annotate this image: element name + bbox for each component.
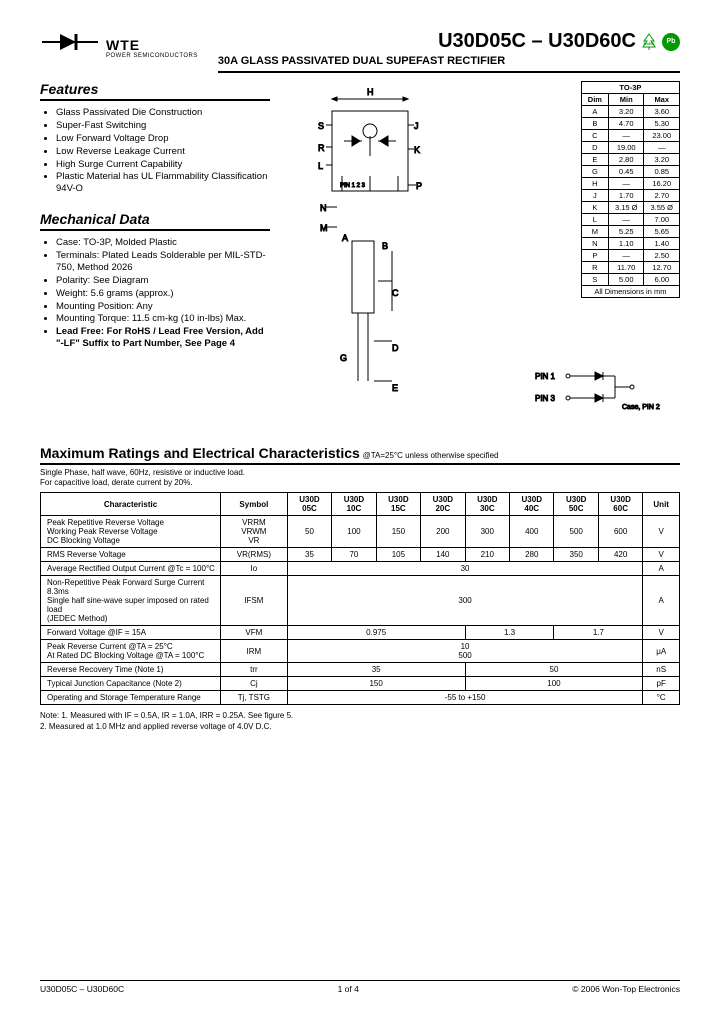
electrical-table: CharacteristicSymbolU30D05CU30D10CU30D15… (40, 492, 680, 705)
mechanical-item: Mounting Torque: 11.5 cm-kg (10 in-lbs) … (56, 313, 270, 325)
ratings-section: Maximum Ratings and Electrical Character… (40, 445, 680, 732)
brand-text: WTE (106, 37, 198, 53)
feature-item: Plastic Material has UL Flammability Cla… (56, 171, 270, 195)
dimensions-table: TO-3P DimMinMax A3.203.60B4.705.30C—23.0… (581, 81, 680, 298)
subtitle: 30A GLASS PASSIVATED DUAL SUPEFAST RECTI… (218, 55, 680, 73)
diode-logo-icon (40, 30, 100, 66)
mechanical-item: Polarity: See Diagram (56, 275, 270, 287)
mechanical-item: Mounting Position: Any (56, 301, 270, 313)
part-number-title: U30D05C – U30D60C (438, 30, 636, 53)
tree-icon: RoHS (642, 33, 656, 51)
svg-text:J: J (414, 121, 419, 131)
svg-text:Case, PIN 2: Case, PIN 2 (622, 404, 660, 411)
title-block: U30D05C – U30D60C RoHS Pb 30A GLASS PASS… (218, 30, 680, 73)
footer-center: 1 of 4 (338, 984, 359, 994)
svg-text:RoHS: RoHS (644, 41, 655, 46)
ratings-top-notes: Single Phase, half wave, 60Hz, resistive… (40, 468, 680, 487)
svg-text:C: C (392, 288, 399, 298)
svg-text:G: G (340, 353, 347, 363)
brand-tagline: POWER SEMICONDUCTORS (106, 53, 198, 59)
svg-text:S: S (318, 121, 324, 131)
svg-text:P: P (416, 181, 422, 191)
svg-text:E: E (392, 383, 398, 393)
dim-pkg-label: TO-3P (581, 82, 679, 94)
package-outline-icon: H S J R K L PIN 1 2 3 P N M (282, 81, 462, 421)
svg-text:H: H (367, 87, 374, 97)
mechanical-list: Case: TO-3P, Molded PlasticTerminals: Pl… (40, 237, 270, 350)
features-heading: Features (40, 81, 270, 101)
feature-item: Low Reverse Leakage Current (56, 146, 270, 158)
feature-item: Low Forward Voltage Drop (56, 133, 270, 145)
upper-content-row: Features Glass Passivated Die Constructi… (40, 81, 680, 431)
mechanical-item: Lead Free: For RoHS / Lead Free Version,… (56, 326, 270, 350)
svg-text:N: N (320, 203, 327, 213)
svg-text:R: R (318, 143, 325, 153)
mechanical-heading: Mechanical Data (40, 211, 270, 231)
mechanical-item: Terminals: Plated Leads Solderable per M… (56, 250, 270, 274)
svg-text:B: B (382, 241, 388, 251)
page-footer: U30D05C – U30D60C 1 of 4 © 2006 Won-Top … (40, 980, 680, 994)
package-diagram-area: H S J R K L PIN 1 2 3 P N M (282, 81, 680, 431)
feature-item: Glass Passivated Die Construction (56, 107, 270, 119)
footer-left: U30D05C – U30D60C (40, 984, 124, 994)
ratings-footnotes: Note: 1. Measured with IF = 0.5A, IR = 1… (40, 711, 680, 732)
feature-item: Super-Fast Switching (56, 120, 270, 132)
logo-block: WTE POWER SEMICONDUCTORS (40, 30, 198, 66)
dim-caption: All Dimensions in mm (581, 286, 679, 298)
ratings-heading: Maximum Ratings and Electrical Character… (40, 445, 360, 461)
svg-text:D: D (392, 343, 399, 353)
svg-text:PIN 1 2 3: PIN 1 2 3 (340, 183, 366, 189)
pb-free-badge: Pb (662, 33, 680, 51)
feature-item: High Surge Current Capability (56, 159, 270, 171)
svg-text:K: K (414, 145, 420, 155)
svg-text:L: L (318, 161, 323, 171)
page-header: WTE POWER SEMICONDUCTORS U30D05C – U30D6… (40, 30, 680, 73)
ratings-condition: @TA=25°C unless otherwise specified (363, 451, 499, 460)
svg-text:PIN 1: PIN 1 (535, 372, 556, 381)
svg-text:M: M (320, 223, 328, 233)
footer-right: © 2006 Won-Top Electronics (572, 984, 680, 994)
svg-text:A: A (342, 233, 348, 243)
pin-schematic-icon: PIN 1 PIN 3 Case, PIN 2 (530, 361, 680, 421)
mechanical-item: Case: TO-3P, Molded Plastic (56, 237, 270, 249)
features-list: Glass Passivated Die ConstructionSuper-F… (40, 107, 270, 195)
svg-text:PIN 3: PIN 3 (535, 394, 556, 403)
mechanical-item: Weight: 5.6 grams (approx.) (56, 288, 270, 300)
